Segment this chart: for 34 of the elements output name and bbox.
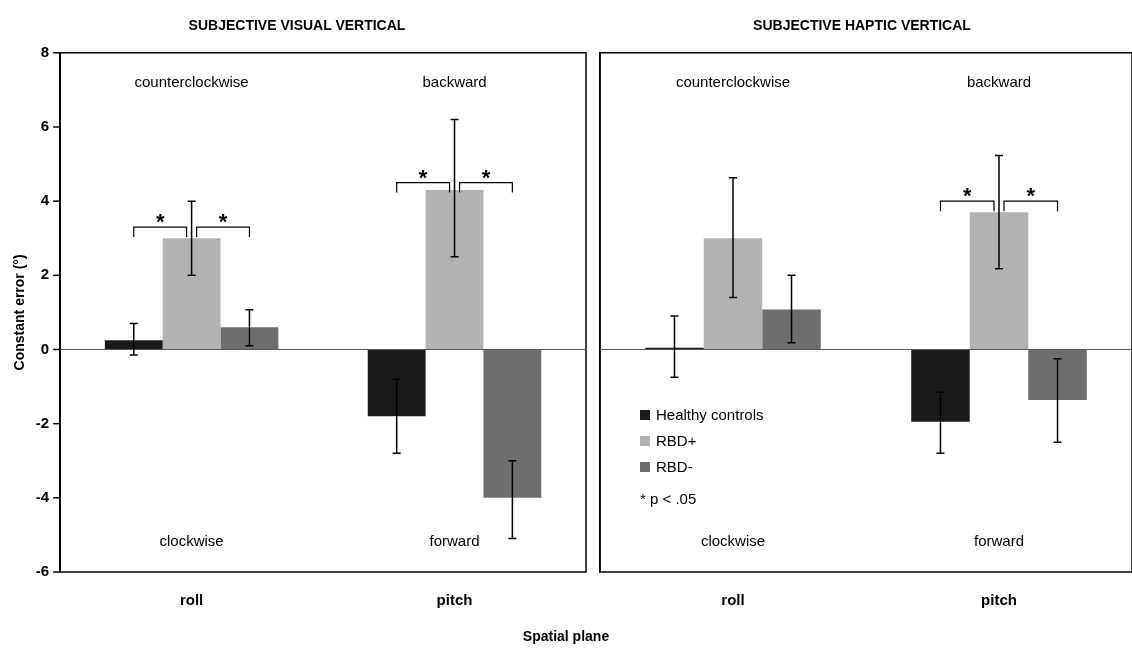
annotation: * xyxy=(218,209,228,235)
annotation: clockwise xyxy=(700,532,766,550)
y-tick-label: -4 xyxy=(35,487,50,505)
y-tick-label: -6 xyxy=(35,562,50,580)
y-axis-title: Constant error (°) xyxy=(11,254,28,371)
annotation: * p < .05 xyxy=(640,489,698,509)
legend-label: RBD+ xyxy=(656,431,697,451)
legend-label: RBD- xyxy=(656,457,693,477)
annotation: * xyxy=(481,164,491,190)
annotation: clockwise xyxy=(159,532,224,550)
annotation: * xyxy=(155,209,165,235)
annotation: counterclockwise xyxy=(134,72,249,90)
y-tick-label: 4 xyxy=(40,191,50,209)
annotation: * xyxy=(962,183,972,209)
annotation: forward xyxy=(429,532,480,550)
y-tick-label: -2 xyxy=(35,413,50,431)
annotation: * xyxy=(1026,183,1036,209)
y-tick-label: 8 xyxy=(40,42,50,60)
legend-label: Healthy controls xyxy=(656,405,764,425)
chart-title: SUBJECTIVE HAPTIC VERTICAL xyxy=(753,17,972,34)
annotation: backward xyxy=(422,72,487,90)
annotation: forward xyxy=(973,532,1025,550)
x-tick-label: roll xyxy=(721,591,745,609)
y-tick-label: 2 xyxy=(40,265,50,283)
x-tick-label: pitch xyxy=(436,591,473,609)
x-tick-label: pitch xyxy=(981,591,1017,609)
x-axis-title: Spatial plane xyxy=(521,628,611,644)
annotation: backward xyxy=(966,72,1032,90)
chart-title: SUBJECTIVE VISUAL VERTICAL xyxy=(188,17,406,34)
y-tick-label: 0 xyxy=(40,339,50,357)
annotation: counterclockwise xyxy=(675,72,791,90)
x-tick-label: roll xyxy=(179,591,204,609)
y-tick-label: 6 xyxy=(40,117,50,135)
annotation: * xyxy=(418,164,428,190)
